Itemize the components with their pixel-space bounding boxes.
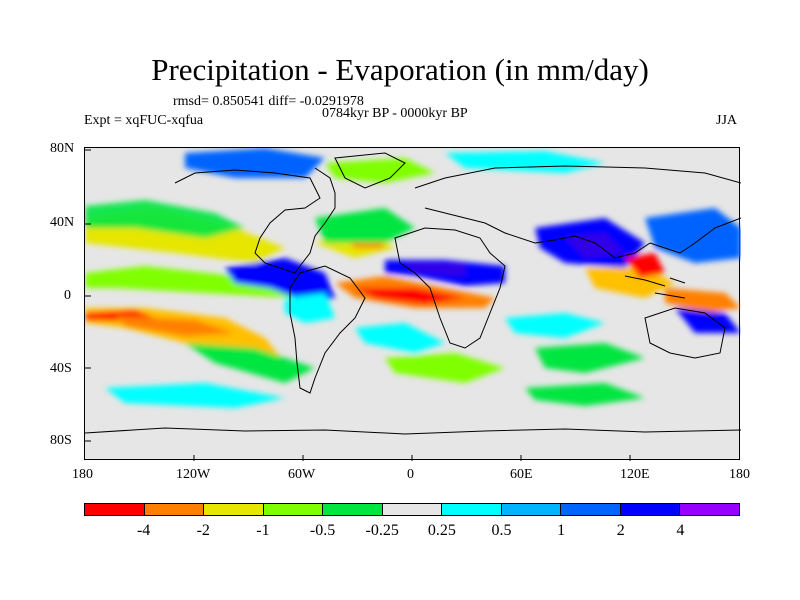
colorbar-box — [382, 504, 443, 515]
australia-coast — [644, 307, 726, 359]
experiment-text: Expt = xqFUC-xqfua — [84, 113, 204, 128]
x-tick-label: 0 — [407, 467, 414, 482]
africa-coast — [394, 227, 506, 349]
colorbar-box — [323, 504, 383, 515]
north-america-coast — [174, 167, 336, 274]
colorbar-box — [620, 504, 681, 515]
greenland-coast — [334, 152, 406, 189]
anomaly-arctic-blue — [185, 148, 325, 178]
anomaly-sindian-green — [535, 343, 645, 373]
anomaly-caribbean-green — [315, 208, 415, 243]
antarctica-coast — [85, 427, 741, 435]
anomaly-maritime-red — [625, 253, 665, 278]
colorbar-label: -2 — [196, 522, 210, 539]
colorbar-label: 1 — [557, 522, 566, 539]
colorbar-box — [85, 504, 145, 515]
colorbar-label: -4 — [136, 522, 151, 539]
x-tick-label: 120E — [620, 467, 650, 482]
anomaly-africa-purple — [405, 263, 465, 276]
season-text: JJA — [716, 113, 738, 128]
eurasia-coast — [414, 165, 741, 259]
indonesia-coast — [624, 275, 686, 299]
x-tick-label: 180 — [729, 467, 750, 482]
anomaly-arctic-cyan — [445, 151, 605, 173]
anomaly-field — [85, 148, 741, 408]
anomaly-satlantic-green — [385, 353, 505, 383]
anomaly-westpac-blue — [645, 208, 741, 263]
colorbar-label: -0.25 — [365, 522, 399, 539]
anomaly-westpac-deep — [675, 308, 741, 333]
colorbar-label: 4 — [676, 522, 685, 539]
anomaly-indian-purple — [565, 233, 625, 258]
colorbar-label: 2 — [616, 522, 625, 539]
anomaly-npacific-green — [85, 200, 245, 238]
colorbar-label: -0.5 — [309, 522, 336, 539]
anomaly-southern-cyan — [105, 383, 285, 408]
y-tick-label: 40N — [50, 215, 75, 230]
colorbar-box — [442, 504, 502, 515]
map-svg — [85, 148, 741, 461]
south-america-coast — [289, 265, 366, 394]
anomaly-atlantic-red — [355, 288, 465, 304]
stats-text: rmsd= 0.850541 diff= -0.0291978 — [173, 94, 364, 109]
y-tick-label: 80N — [50, 141, 75, 156]
map-plot-area — [84, 147, 741, 461]
colorbar-box — [263, 504, 324, 515]
colorbar-box — [501, 504, 562, 515]
colorbar-label: -1 — [256, 522, 270, 539]
y-tick-label: 0 — [64, 288, 71, 303]
colorbar-box — [561, 504, 621, 515]
period-text: 0784kyr BP - 0000kyr BP — [322, 106, 468, 121]
map-ticks — [85, 149, 631, 461]
colorbar — [84, 503, 740, 516]
x-tick-label: 180 — [72, 467, 93, 482]
colorbar-box — [144, 504, 205, 515]
x-tick-label: 120W — [176, 467, 211, 482]
colorbar-box — [680, 504, 740, 515]
anomaly-arctic-green — [325, 158, 435, 183]
coastlines — [85, 152, 741, 435]
anomaly-satlantic-cyan — [355, 323, 445, 353]
colorbar-label: 0.5 — [491, 522, 512, 539]
x-tick-label: 60W — [288, 467, 316, 482]
anomaly-sindian-cyan — [505, 313, 605, 338]
y-tick-label: 80S — [50, 433, 72, 448]
anomaly-spacific-orange — [115, 316, 235, 336]
anomaly-spacific-green — [185, 343, 315, 383]
anomaly-east-pacific-cyan — [285, 293, 335, 323]
colorbar-label: 0.25 — [427, 522, 456, 539]
y-tick-label: 40S — [50, 361, 72, 376]
anomaly-westpac-orange — [665, 288, 741, 313]
map-title: Precipitation - Evaporation (in mm/day) — [151, 52, 649, 87]
anomaly-southern-green — [525, 383, 645, 406]
colorbar-box — [204, 504, 264, 515]
anomaly-trop-pacific-green — [85, 266, 305, 298]
anomaly-east-pacific-blue — [225, 258, 335, 303]
x-tick-label: 60E — [510, 467, 533, 482]
